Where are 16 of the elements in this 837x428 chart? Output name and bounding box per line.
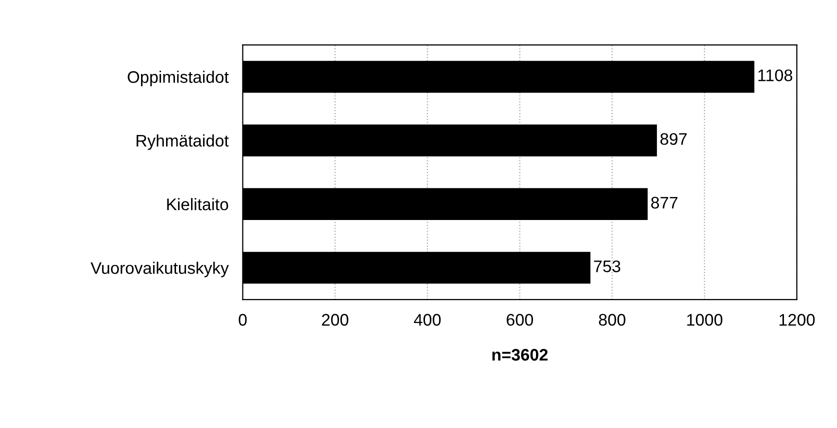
y-tick-label: Ryhmätaidot	[136, 134, 229, 150]
y-tick-label: Kielitaito	[167, 198, 228, 210]
x-tick-label: 200	[322, 314, 348, 326]
x-tick-label: 1200	[780, 314, 815, 326]
x-tick-label: 400	[414, 314, 441, 326]
x-axis-title: n=3602	[492, 348, 548, 361]
data-label: 753	[594, 260, 620, 272]
x-tick-label: 600	[506, 314, 534, 326]
x-tick-label: 800	[598, 314, 626, 326]
data-label: 1108	[758, 69, 792, 82]
y-tick-label: Vuorovaikutuskyky	[90, 262, 229, 278]
data-label: 897	[660, 133, 687, 145]
x-tick-label: 0	[238, 314, 247, 326]
data-label: 877	[651, 196, 678, 209]
x-tick-label: 1000	[687, 314, 722, 326]
y-tick-label: Oppimistaidot	[128, 70, 229, 86]
